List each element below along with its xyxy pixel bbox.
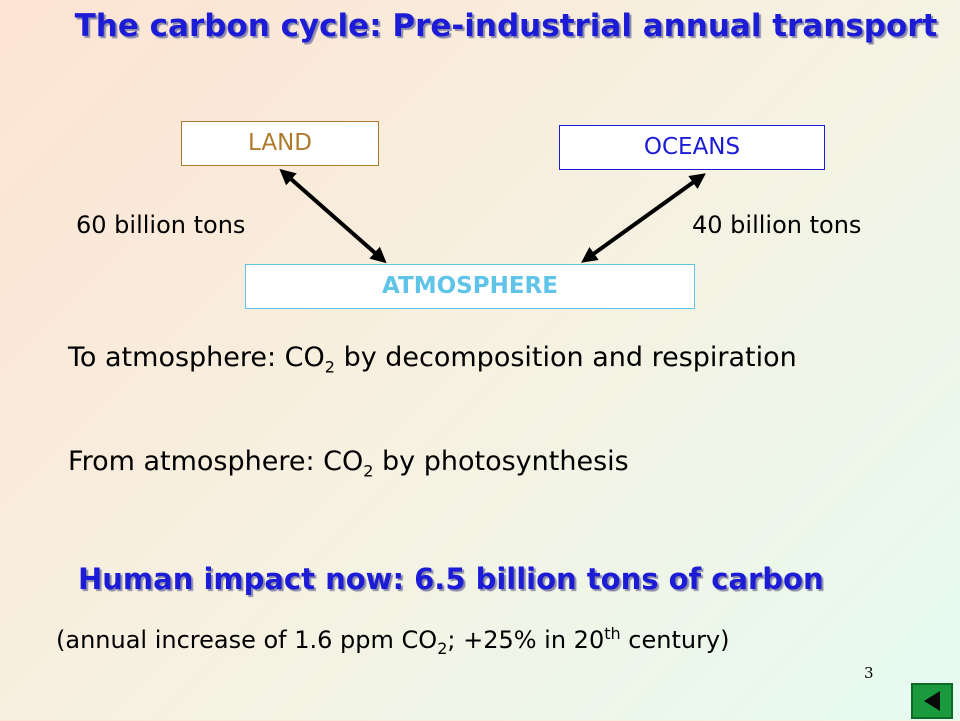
to-atm-sub: 2 <box>324 357 335 377</box>
note-mid: ; +25% in 20 <box>447 626 605 654</box>
page-number: 3 <box>864 664 874 682</box>
land-flux-label: 60 billion tons <box>76 211 246 239</box>
from-atm-sub: 2 <box>363 461 374 481</box>
to-atmosphere-text: To atmosphere: CO2 by decomposition and … <box>68 340 868 385</box>
note-prefix: (annual increase of 1.6 ppm CO <box>56 626 438 654</box>
land-atmosphere-arrow <box>279 168 387 264</box>
back-arrow-icon <box>924 691 940 711</box>
ocean-flux-label: 40 billion tons <box>692 211 862 239</box>
to-atm-prefix: To atmosphere: CO <box>68 342 325 373</box>
to-atm-suffix: by decomposition and respiration <box>334 342 797 373</box>
atmosphere-box: ATMOSPHERE <box>245 264 695 309</box>
note-sub: 2 <box>437 638 448 658</box>
note-suffix: century) <box>620 626 730 654</box>
land-box: LAND <box>181 121 379 166</box>
back-button[interactable] <box>911 683 953 719</box>
from-atmosphere-text: From atmosphere: CO2 by photosynthesis <box>68 444 868 489</box>
from-atm-suffix: by photosynthesis <box>373 446 629 477</box>
annual-increase-note: (annual increase of 1.6 ppm CO2; +25% in… <box>56 624 730 658</box>
slide-title: The carbon cycle: Pre-industrial annual … <box>74 8 938 44</box>
note-sup: th <box>604 624 621 643</box>
from-atm-prefix: From atmosphere: CO <box>68 446 364 477</box>
human-impact-heading: Human impact now: 6.5 billion tons of ca… <box>78 562 824 596</box>
oceans-box: OCEANS <box>559 125 825 170</box>
ocean-atmosphere-arrow <box>581 173 706 263</box>
